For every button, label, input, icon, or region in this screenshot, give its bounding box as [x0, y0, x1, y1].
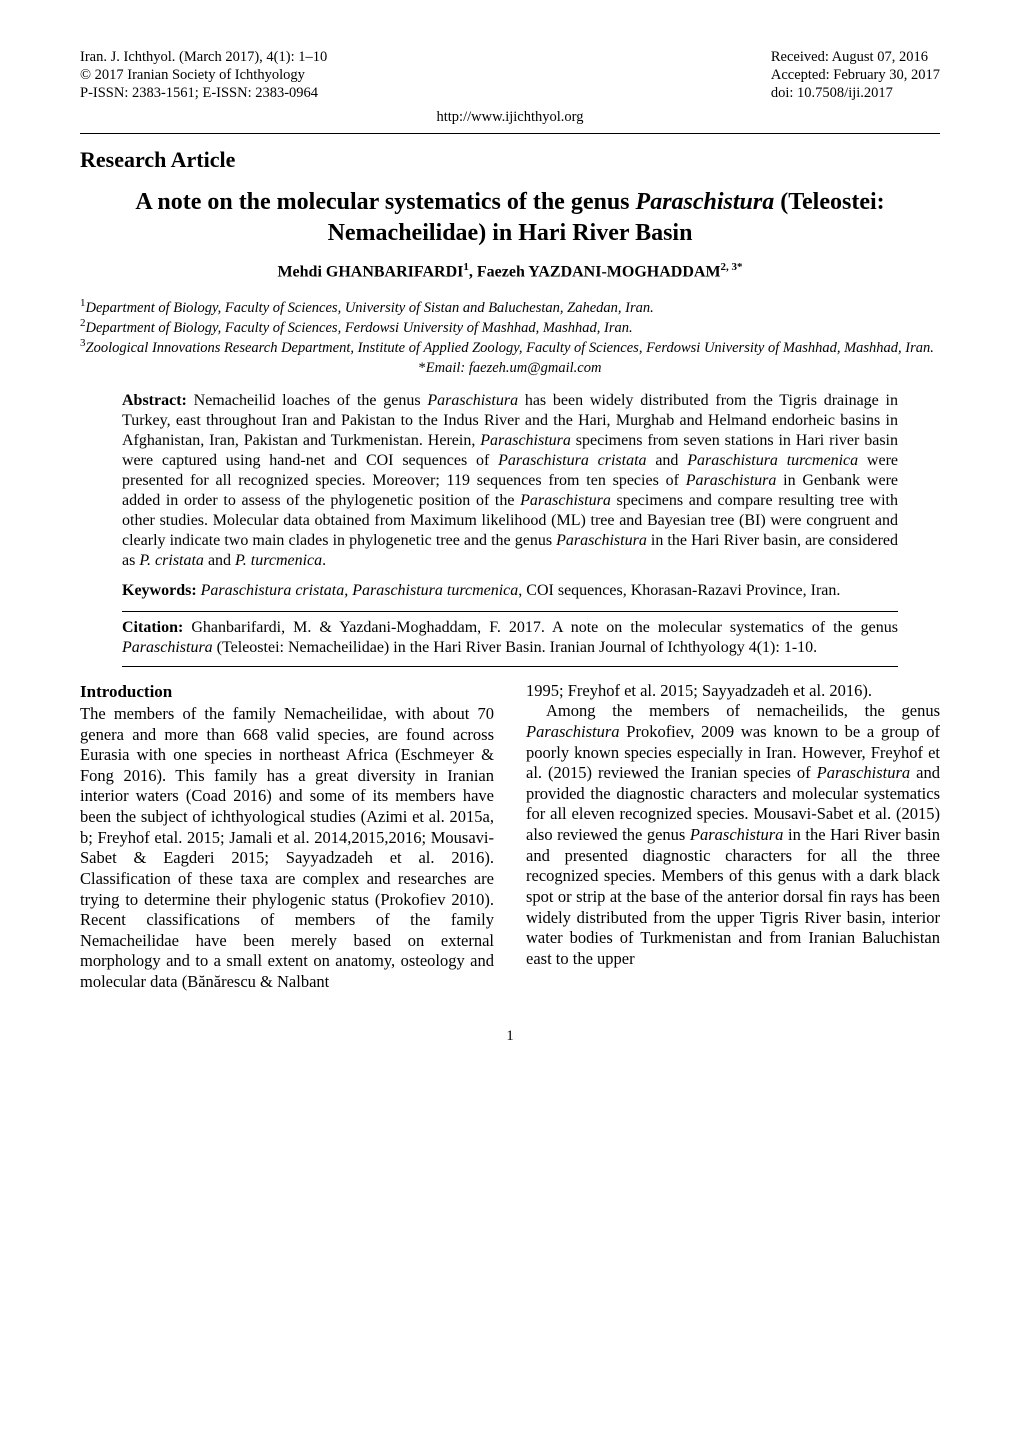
- page-number: 1: [80, 1027, 940, 1046]
- journal-issue-line: Iran. J. Ichthyol. (March 2017), 4(1): 1…: [80, 48, 327, 66]
- corr-star: *: [419, 360, 426, 376]
- corr-email-text: Email: faezeh.um@gmail.com: [426, 360, 602, 376]
- journal-meta-header: Iran. J. Ichthyol. (March 2017), 4(1): 1…: [80, 48, 940, 102]
- header-rule: [80, 133, 940, 134]
- introduction-heading: Introduction: [80, 681, 494, 702]
- citation-paragraph: Citation: Ghanbarifardi, M. & Yazdani-Mo…: [122, 618, 898, 658]
- paper-title: A note on the molecular systematics of t…: [80, 187, 940, 249]
- doi-line: doi: 10.7508/iji.2017: [771, 84, 940, 102]
- received-date: Received: August 07, 2016: [771, 48, 940, 66]
- issn-line: P-ISSN: 2383-1561; E-ISSN: 2383-0964: [80, 84, 327, 102]
- keywords-label: Keywords:: [122, 582, 197, 599]
- affiliation-2: 2Department of Biology, Faculty of Scien…: [80, 317, 940, 337]
- affiliation-1: 1Department of Biology, Faculty of Scien…: [80, 297, 940, 317]
- abstract-rule-bottom: [122, 666, 898, 667]
- body-two-column: Introduction The members of the family N…: [80, 681, 940, 993]
- meta-left-block: Iran. J. Ichthyol. (March 2017), 4(1): 1…: [80, 48, 327, 102]
- abstract-rule-top: [122, 611, 898, 612]
- keywords-text: Paraschistura cristata, Paraschistura tu…: [197, 582, 841, 599]
- accepted-date: Accepted: February 30, 2017: [771, 66, 940, 84]
- column-left: Introduction The members of the family N…: [80, 681, 494, 993]
- citation-block: Citation: Ghanbarifardi, M. & Yazdani-Mo…: [122, 618, 898, 667]
- intro-right-paragraph-1: 1995; Freyhof et al. 2015; Sayyadzadeh e…: [526, 681, 940, 702]
- intro-right-paragraph-2: Among the members of nemacheilids, the g…: [526, 701, 940, 969]
- copyright-line: © 2017 Iranian Society of Ichthyology: [80, 66, 327, 84]
- title-text-pre: A note on the molecular systematics of t…: [135, 189, 635, 215]
- intro-left-paragraph: The members of the family Nemacheilidae,…: [80, 704, 494, 993]
- column-right: 1995; Freyhof et al. 2015; Sayyadzadeh e…: [526, 681, 940, 993]
- section-label: Research Article: [80, 146, 940, 174]
- keywords-paragraph: Keywords: Paraschistura cristata, Parasc…: [122, 581, 898, 601]
- affiliations-block: 1Department of Biology, Faculty of Scien…: [80, 297, 940, 357]
- abstract-block: Abstract: Nemacheilid loaches of the gen…: [122, 391, 898, 612]
- abstract-text: Nemacheilid loaches of the genus Parasch…: [122, 392, 898, 569]
- citation-text: Ghanbarifardi, M. & Yazdani-Moghaddam, F…: [122, 619, 898, 656]
- affiliation-3: 3Zoological Innovations Research Departm…: [80, 337, 940, 357]
- abstract-label: Abstract:: [122, 392, 187, 409]
- title-genus: Paraschistura: [636, 189, 775, 215]
- journal-url: http://www.ijichthyol.org: [80, 108, 940, 126]
- corresponding-email: *Email: faezeh.um@gmail.com: [80, 359, 940, 377]
- abstract-paragraph: Abstract: Nemacheilid loaches of the gen…: [122, 391, 898, 571]
- citation-label: Citation:: [122, 619, 183, 636]
- authors-line: Mehdi GHANBARIFARDI1, Faezeh YAZDANI-MOG…: [80, 261, 940, 282]
- meta-right-block: Received: August 07, 2016 Accepted: Febr…: [771, 48, 940, 102]
